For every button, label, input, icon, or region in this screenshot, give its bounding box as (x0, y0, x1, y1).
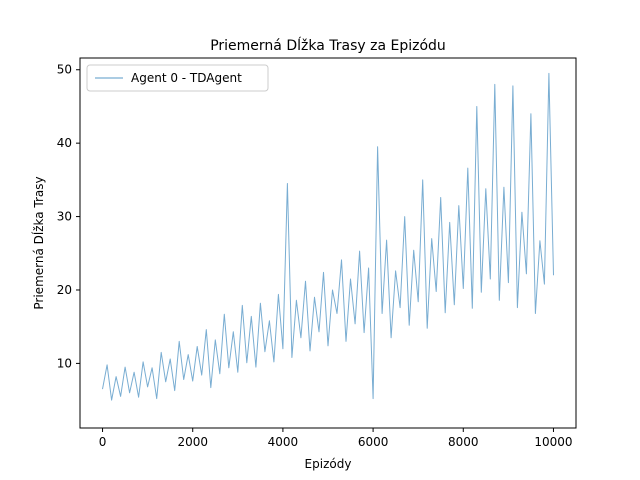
y-axis-label: Priemerná Dĺžka Trasy (31, 176, 46, 309)
x-axis: 0 2000 4000 6000 8000 10000 (99, 428, 573, 449)
x-axis-label: Epizódy (305, 457, 352, 471)
legend: Agent 0 - TDAgent (86, 64, 269, 92)
x-tick-label: 2000 (177, 435, 208, 449)
y-axis: 10 20 30 40 50 (57, 63, 80, 370)
series-line (102, 72, 554, 401)
series-layer (102, 72, 554, 401)
x-tick-label: 0 (99, 435, 107, 449)
legend-label: Agent 0 - TDAgent (131, 71, 242, 85)
x-tick-label: 4000 (268, 435, 299, 449)
plot-frame (79, 57, 577, 429)
chart-title: Priemerná Dĺžka Trasy za Epizódu (210, 36, 446, 54)
x-tick-label: 6000 (358, 435, 389, 449)
x-tick-label: 10000 (534, 435, 572, 449)
y-tick-label: 50 (57, 63, 72, 77)
y-tick-label: 40 (57, 136, 72, 150)
y-tick-label: 10 (57, 356, 72, 370)
legend-box (86, 64, 269, 92)
y-tick-label: 30 (57, 210, 72, 224)
y-tick-label: 20 (57, 283, 72, 297)
x-tick-label: 8000 (448, 435, 479, 449)
